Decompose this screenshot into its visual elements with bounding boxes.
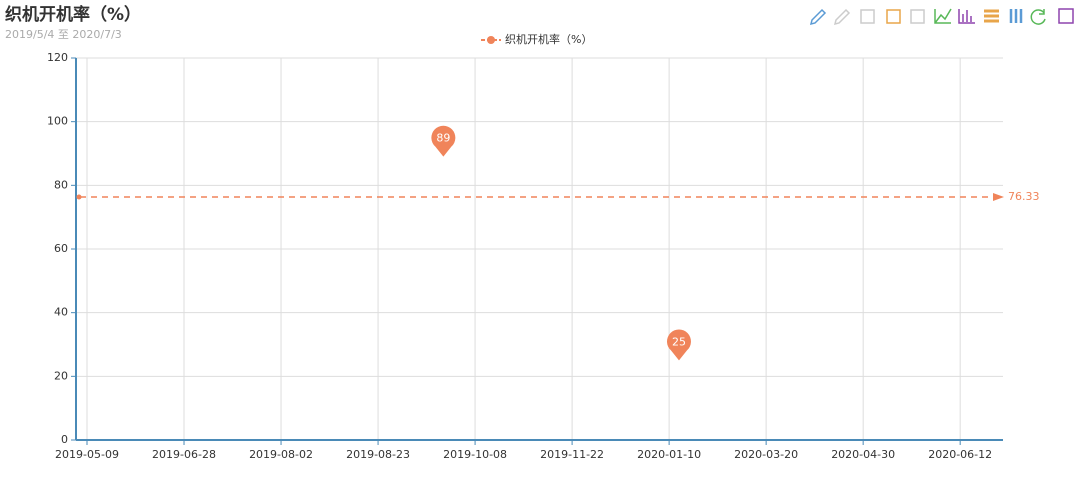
- y-tick-label: 60: [54, 242, 68, 255]
- tool-icon[interactable]: [835, 10, 849, 24]
- x-tick-label: 2020-04-30: [831, 448, 895, 461]
- y-tick-label: 80: [54, 178, 68, 191]
- x-tick-label: 2019-11-22: [540, 448, 604, 461]
- x-tick-label: 2019-05-09: [55, 448, 119, 461]
- y-tick-label: 20: [54, 369, 68, 382]
- x-tick-label: 2019-10-08: [443, 448, 507, 461]
- toolbox[interactable]: [811, 9, 1073, 24]
- tool-icon[interactable]: [861, 10, 874, 23]
- y-tick-label: 120: [47, 51, 68, 64]
- legend-marker: [487, 36, 495, 44]
- tool-icon[interactable]: [811, 10, 825, 24]
- y-tick-label: 0: [61, 433, 68, 446]
- x-tick-label: 2019-08-23: [346, 448, 410, 461]
- x-tick-label: 2020-06-12: [928, 448, 992, 461]
- chart-title: 织机开机率（%）: [5, 4, 141, 25]
- mark-label: 89: [436, 132, 450, 145]
- x-tick-label: 2019-08-02: [249, 448, 313, 461]
- tool-icon[interactable]: [911, 10, 924, 23]
- legend-label: 织机开机率（%）: [505, 32, 592, 46]
- x-tick-label: 2019-06-28: [152, 448, 216, 461]
- tool-icon[interactable]: [1059, 9, 1073, 23]
- chart-subtitle: 2019/5/4 至 2020/7/3: [5, 28, 122, 41]
- y-tick-label: 40: [54, 306, 68, 319]
- tool-icon[interactable]: [1031, 9, 1045, 24]
- x-tick-label: 2020-03-20: [734, 448, 798, 461]
- tool-icon[interactable]: [959, 9, 975, 23]
- average-label: 76.33: [1008, 190, 1040, 203]
- tool-icon[interactable]: [935, 9, 951, 23]
- average-start: [77, 195, 82, 200]
- tool-icon[interactable]: [1011, 9, 1021, 23]
- average-arrow: [993, 193, 1004, 201]
- chart: 织机开机率（%） 2019/5/4 至 2020/7/3 0 20 40 60 80 10…: [0, 0, 1080, 498]
- tool-icon[interactable]: [887, 10, 900, 23]
- tool-icon[interactable]: [984, 11, 999, 21]
- mark-label: 25: [672, 335, 686, 348]
- x-tick-label: 2020-01-10: [637, 448, 701, 461]
- y-tick-label: 100: [47, 115, 68, 128]
